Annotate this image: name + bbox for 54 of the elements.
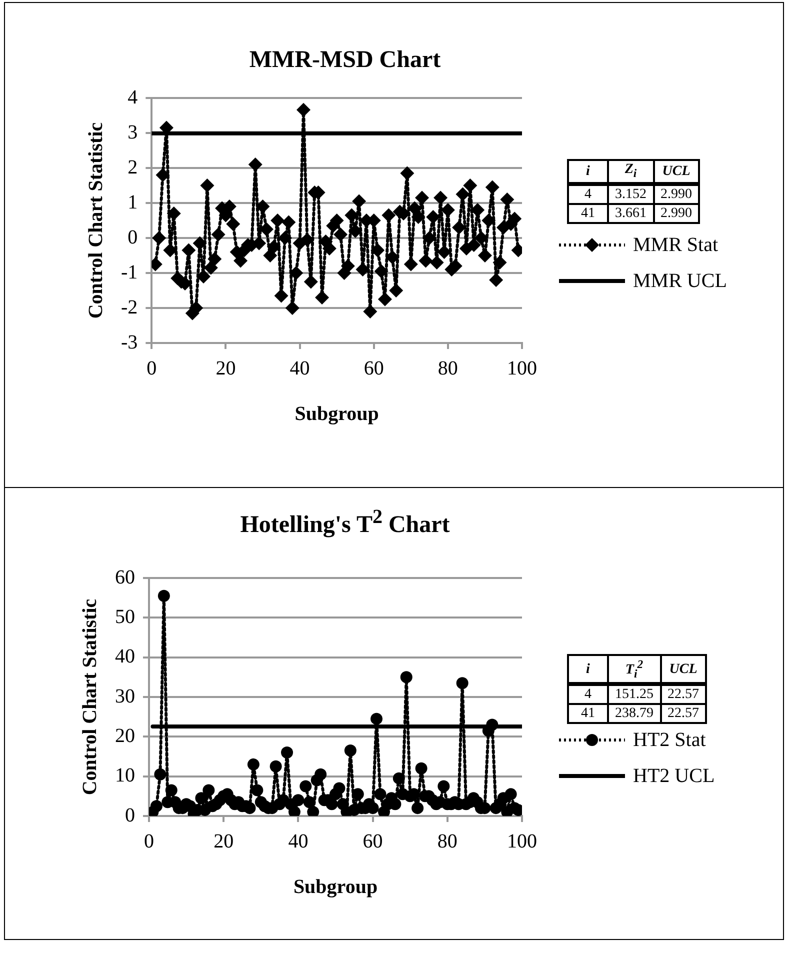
y-tick-label: 2 [128, 156, 138, 178]
legend-label: HT2 Stat [633, 728, 706, 752]
text: 4 [568, 684, 608, 704]
legend-label: MMR UCL [633, 270, 727, 292]
text: 3.152 [608, 184, 654, 204]
text: 22.57 [660, 684, 706, 704]
y-tick-label: 1 [128, 191, 138, 214]
text: 2.990 [654, 184, 699, 204]
x-tick-label: 80 [437, 830, 458, 852]
y-tick-label: 10 [115, 764, 135, 787]
y-axis-title: Control Chart Statistic [79, 598, 102, 796]
y-tick-label: 0 [128, 226, 138, 248]
text: 3.661 [608, 204, 654, 223]
text: 151.25 [608, 684, 660, 704]
y-tick-label: 50 [115, 606, 135, 628]
text: 22.57 [660, 704, 706, 724]
y-tick-label: 4 [128, 86, 138, 108]
text: 41 [568, 704, 608, 724]
x-tick-label: 20 [214, 830, 234, 852]
x-tick-label: 100 [507, 830, 537, 852]
y-tick-label: -2 [120, 296, 138, 318]
x-tick-label: 40 [288, 830, 308, 852]
text: 2.990 [654, 204, 699, 223]
y-tick-label: 0 [125, 804, 135, 826]
x-tick-label: 60 [364, 357, 384, 380]
y-axis-title: Control Chart Statistic [85, 122, 108, 319]
text: i [568, 160, 608, 184]
y-tick-label: -3 [120, 331, 138, 354]
y-tick-label: 60 [115, 566, 135, 588]
y-tick-label: 30 [115, 685, 135, 708]
text: UCL [654, 160, 699, 184]
x-tick-label: 0 [144, 830, 154, 852]
y-tick-label: 20 [115, 724, 135, 747]
y-tick-label: 40 [115, 646, 135, 668]
x-tick-label: 80 [438, 357, 458, 380]
legend-label: MMR Stat [633, 234, 718, 256]
x-tick-label: 40 [290, 357, 310, 380]
text: Z$_{i}$ [608, 160, 654, 184]
text: UCL [660, 655, 706, 684]
text: 41 [568, 204, 608, 223]
y-tick-label: 3 [128, 121, 138, 144]
x-tick-label: 20 [216, 357, 236, 380]
x-axis-title: Subgroup [294, 403, 379, 426]
legend-label: HT2 UCL [633, 764, 715, 788]
text: 238.79 [608, 704, 660, 724]
chart-title: MMR-MSD Chart [248, 47, 442, 74]
x-axis-title: Subgroup [293, 876, 378, 898]
chart-title: Hotelling's T$^{2}$ Chart [239, 506, 451, 539]
text: 4 [568, 184, 608, 204]
text: i [568, 655, 608, 684]
y-tick-label: -1 [120, 261, 138, 284]
x-tick-label: 100 [507, 357, 537, 380]
x-tick-label: 0 [146, 357, 157, 380]
x-tick-label: 60 [362, 830, 383, 852]
